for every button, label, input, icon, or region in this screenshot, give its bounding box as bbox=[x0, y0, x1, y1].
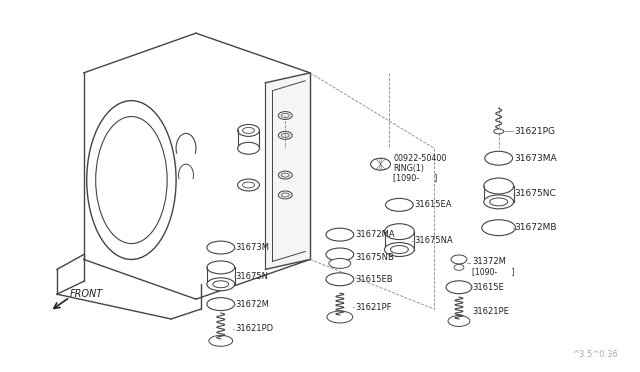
Ellipse shape bbox=[385, 198, 413, 211]
Text: 31372M: 31372M bbox=[472, 257, 506, 266]
Text: 31675NB: 31675NB bbox=[356, 253, 395, 262]
Ellipse shape bbox=[451, 255, 467, 264]
Text: [1090-      ]: [1090- ] bbox=[472, 267, 514, 276]
Polygon shape bbox=[266, 73, 310, 269]
Ellipse shape bbox=[493, 129, 504, 134]
Text: 31675NA: 31675NA bbox=[414, 236, 453, 245]
Ellipse shape bbox=[207, 298, 235, 311]
Ellipse shape bbox=[282, 173, 289, 177]
Text: 31615EB: 31615EB bbox=[356, 275, 394, 284]
Ellipse shape bbox=[278, 191, 292, 199]
Ellipse shape bbox=[390, 246, 408, 253]
Ellipse shape bbox=[87, 101, 176, 259]
Text: 31621PF: 31621PF bbox=[356, 302, 392, 312]
Text: 31672MB: 31672MB bbox=[515, 223, 557, 232]
Ellipse shape bbox=[207, 278, 235, 291]
Ellipse shape bbox=[385, 224, 414, 240]
Ellipse shape bbox=[278, 131, 292, 140]
Text: 31621PE: 31621PE bbox=[472, 307, 509, 315]
Text: 31675NC: 31675NC bbox=[515, 189, 556, 198]
Ellipse shape bbox=[96, 116, 167, 244]
Ellipse shape bbox=[207, 261, 235, 274]
Ellipse shape bbox=[213, 281, 228, 288]
Text: 31672MA: 31672MA bbox=[356, 230, 396, 239]
Ellipse shape bbox=[326, 228, 354, 241]
Ellipse shape bbox=[207, 241, 235, 254]
Ellipse shape bbox=[454, 264, 464, 270]
Ellipse shape bbox=[282, 113, 289, 118]
Text: 31673MA: 31673MA bbox=[515, 154, 557, 163]
Text: [1090-      ]: [1090- ] bbox=[394, 174, 438, 183]
Text: FRONT: FRONT bbox=[70, 289, 103, 299]
Ellipse shape bbox=[237, 142, 259, 154]
Text: 31673M: 31673M bbox=[236, 243, 269, 252]
Ellipse shape bbox=[326, 273, 354, 286]
Text: 31615E: 31615E bbox=[472, 283, 504, 292]
Ellipse shape bbox=[371, 158, 390, 170]
Ellipse shape bbox=[282, 193, 289, 197]
Ellipse shape bbox=[385, 243, 414, 256]
Text: RING(1): RING(1) bbox=[394, 164, 424, 173]
Text: 31621PG: 31621PG bbox=[515, 127, 556, 136]
Ellipse shape bbox=[446, 281, 472, 294]
Text: 31615EA: 31615EA bbox=[414, 201, 452, 209]
Text: 00922-50400: 00922-50400 bbox=[394, 154, 447, 163]
Ellipse shape bbox=[490, 198, 508, 206]
Ellipse shape bbox=[278, 112, 292, 119]
Ellipse shape bbox=[484, 195, 513, 209]
Ellipse shape bbox=[327, 311, 353, 323]
Ellipse shape bbox=[243, 182, 255, 188]
Ellipse shape bbox=[448, 315, 470, 327]
Ellipse shape bbox=[243, 128, 255, 134]
Ellipse shape bbox=[482, 220, 516, 235]
Ellipse shape bbox=[329, 259, 351, 268]
Ellipse shape bbox=[237, 125, 259, 137]
Text: 31672M: 31672M bbox=[236, 299, 269, 309]
Ellipse shape bbox=[282, 134, 289, 137]
Ellipse shape bbox=[278, 171, 292, 179]
Text: 31621PD: 31621PD bbox=[236, 324, 274, 333]
Text: ^3.5^0.36: ^3.5^0.36 bbox=[572, 350, 618, 359]
Ellipse shape bbox=[484, 151, 513, 165]
Text: 31675N: 31675N bbox=[236, 272, 269, 281]
Ellipse shape bbox=[209, 336, 233, 346]
Ellipse shape bbox=[237, 179, 259, 191]
Ellipse shape bbox=[326, 248, 354, 261]
Ellipse shape bbox=[484, 178, 513, 194]
